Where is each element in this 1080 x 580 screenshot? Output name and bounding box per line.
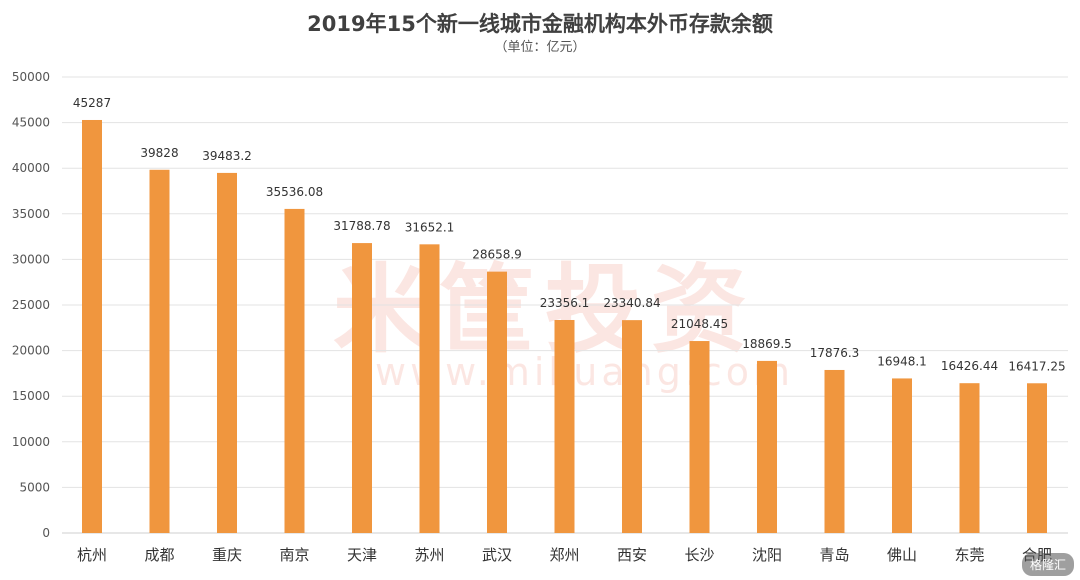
data-label: 45287 [73,96,111,110]
y-tick-label: 25000 [12,298,50,312]
bar [149,169,170,533]
chart-title: 2019年15个新一线城市金融机构本外币存款余额 [307,12,773,36]
data-label: 39828 [140,146,178,160]
bar [217,172,237,534]
y-tick-label: 30000 [12,252,50,266]
bar [419,244,440,533]
x-tick-label: 长沙 [684,546,714,564]
watermark: 米筐投资 www.mikuang.com [195,232,895,394]
x-tick-label: 天津 [347,546,377,564]
x-tick-label: 重庆 [212,546,242,564]
x-tick-label: 佛山 [887,546,917,564]
x-tick-label: 东莞 [954,546,984,564]
bar [352,243,372,534]
y-tick-label: 50000 [12,70,50,84]
bar [487,271,507,533]
y-tick-label: 5000 [19,480,50,494]
y-tick-label: 0 [42,526,50,540]
y-axis-ticks: 0 5000 10000 15000 20000 25000 30000 35000 40000… [12,70,50,540]
bar [689,341,710,533]
bar [554,319,575,533]
x-tick-label: 杭州 [77,546,107,564]
brand-tag: 格隆汇 [1021,553,1074,576]
watermark-url: www.mikuang.com [375,350,795,394]
data-label: 18869.5 [742,337,792,351]
data-label: 16417.25 [1008,359,1065,373]
x-tick-label: 青岛 [819,546,849,564]
x-tick-label: 西安 [617,546,647,564]
bars [82,119,1047,534]
x-tick-label: 成都 [144,546,174,564]
data-label: 17876.3 [810,346,860,360]
y-tick-label: 20000 [12,344,50,358]
data-label: 31788.78 [333,219,390,233]
x-tick-label: 郑州 [549,546,579,564]
y-tick-label: 40000 [12,161,50,175]
data-label: 28658.9 [472,248,522,262]
data-label: 16948.1 [877,354,927,368]
y-tick-label: 10000 [12,435,50,449]
chart-subtitle: （单位：亿元） [494,40,586,55]
y-tick-label: 35000 [12,207,50,221]
data-labels: 45287 39828 39483.2 35536.08 31788.78 31652.1… [73,96,1066,373]
bar [757,360,777,533]
y-tick-label: 15000 [12,389,50,403]
x-tick-label: 武汉 [482,546,512,564]
bar [82,119,102,534]
watermark-text: 米筐投资 [333,254,757,366]
bar [824,369,845,533]
x-tick-label: 南京 [279,546,309,564]
y-tick-label: 45000 [12,116,50,130]
data-label: 31652.1 [405,220,455,234]
data-label: 23356.1 [540,296,590,310]
x-tick-label: 苏州 [414,546,444,564]
bar [959,383,980,533]
x-tick-label: 沈阳 [752,546,782,564]
bar [892,378,912,533]
data-label: 21048.45 [671,317,728,331]
x-axis-ticks: 杭州成都重庆南京天津苏州武汉郑州西安长沙沈阳青岛佛山东莞合肥 [77,546,1052,564]
data-label: 35536.08 [266,185,323,199]
data-label: 39483.2 [202,149,252,163]
bar [622,320,642,533]
data-label: 23340.84 [603,296,660,310]
bar [1027,383,1047,533]
bar [284,208,305,533]
data-label: 16426.44 [941,359,998,373]
